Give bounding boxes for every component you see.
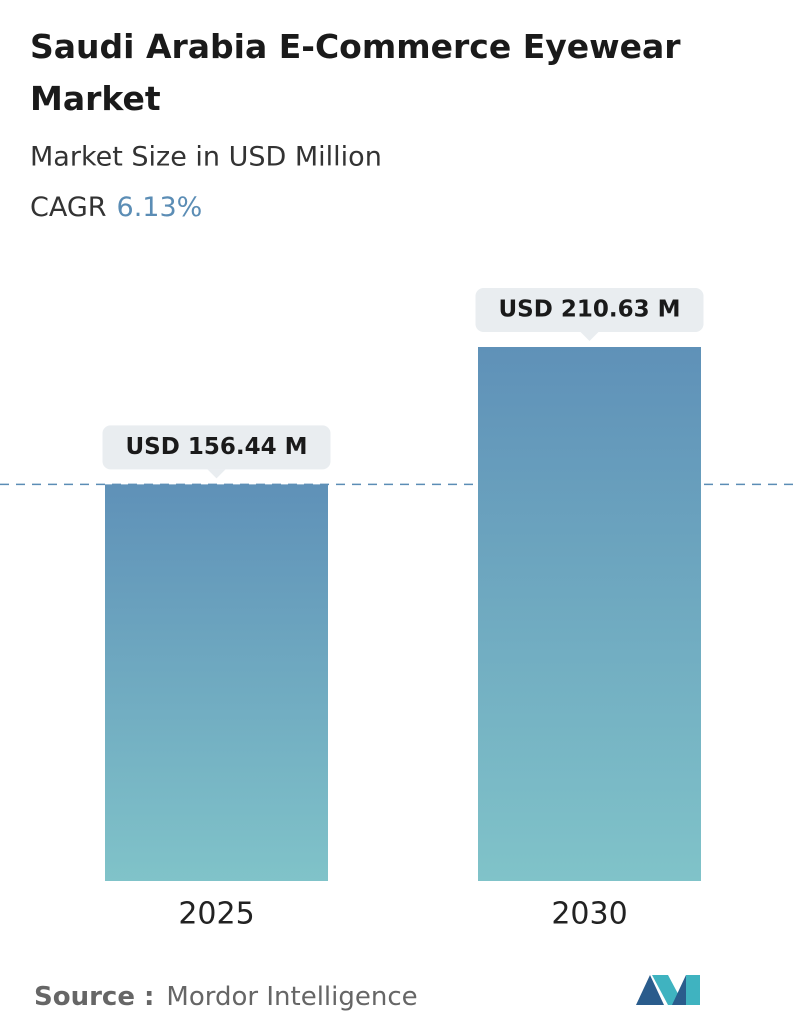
source-label: Source :: [34, 982, 154, 1012]
value-label-box: [475, 288, 704, 332]
chart-title: Saudi Arabia E-Commerce Eyewear Market: [30, 27, 681, 118]
value-label-box: [102, 425, 331, 470]
source-name: Mordor Intelligence: [166, 982, 417, 1012]
value-label-pointer: [207, 469, 226, 479]
value-label: USD 210.63 M: [499, 297, 681, 323]
x-tick-label: 2025: [178, 897, 254, 932]
value-label: USD 156.44 M: [126, 434, 308, 460]
cagr-label-text: CAGR: [30, 192, 107, 223]
source: Source : Mordor Intelligence: [34, 982, 418, 1012]
logo: [636, 975, 700, 1005]
subtitle: Market Size in USD Million: [30, 142, 382, 173]
bar: [478, 347, 701, 881]
value-label-pointer: [580, 332, 599, 341]
chart-title-line: Market: [30, 79, 161, 118]
x-tick-label: 2030: [551, 897, 627, 932]
bar: [105, 484, 328, 881]
cagr-value: 6.13%: [117, 192, 203, 223]
chart-title-line: Saudi Arabia E-Commerce Eyewear: [30, 27, 681, 66]
cagr-label: CAGR 6.13%: [30, 192, 202, 223]
